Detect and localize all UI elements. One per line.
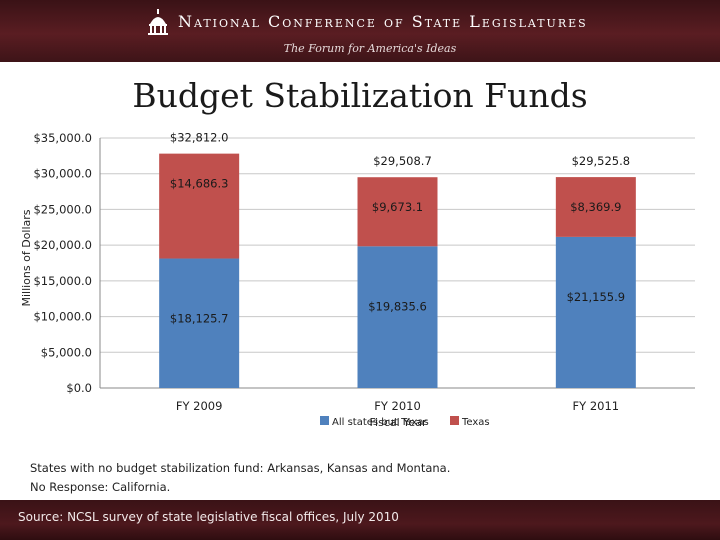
x-axis-label: Fiscal Year (370, 416, 427, 429)
y-tick-label: $30,000.0 (33, 167, 92, 181)
y-tick-label: $20,000.0 (33, 238, 92, 252)
data-label: $9,673.1 (372, 200, 423, 214)
data-label: $21,155.9 (567, 290, 626, 304)
footer-bar: Source: NCSL survey of state legislative… (0, 500, 720, 540)
y-tick-label: $15,000.0 (33, 274, 92, 288)
stacked-bar-chart: $0.0 $5,000.0 $10,000.0 $15,000.0 $20,000.0 $… (20, 131, 695, 429)
legend-entry: All states but Texas (332, 417, 429, 428)
total-label: $32,812.0 (170, 131, 229, 145)
bar-segment (159, 258, 240, 388)
y-tick-label: $5,000.0 (41, 345, 92, 359)
x-tick-label: FY 2011 (573, 399, 620, 413)
bar-segment (555, 236, 636, 388)
x-tick-label: FY 2009 (176, 399, 223, 413)
data-label: $14,686.3 (170, 177, 229, 191)
data-label: $19,835.6 (368, 299, 427, 313)
organization-name: National Conference of State Legislature… (178, 12, 588, 31)
y-tick-label: $0.0 (66, 381, 92, 395)
total-label: $29,525.8 (572, 154, 631, 168)
bar-segment (357, 177, 438, 247)
bar-segment (555, 177, 636, 237)
capitol-dome-icon (148, 9, 168, 35)
organization-tagline: The Forum for America's Ideas (283, 42, 457, 55)
chart-title: Budget Stabilization Funds (132, 76, 588, 115)
data-label: $18,125.7 (170, 312, 229, 326)
note-no-fund: States with no budget stabilization fund… (30, 461, 451, 475)
bar-segment (159, 153, 240, 259)
note-no-response: No Response: California. (30, 480, 171, 494)
bar-segment (357, 246, 438, 388)
y-tick-label: $25,000.0 (33, 202, 92, 216)
legend-entry: Texas (461, 417, 490, 428)
legend-swatch (450, 416, 459, 425)
source-text: Source: NCSL survey of state legislative… (18, 510, 399, 524)
total-label: $29,508.7 (373, 154, 432, 168)
data-label: $8,369.9 (570, 200, 621, 214)
header-banner: National Conference of State Legislature… (0, 0, 720, 62)
y-tick-label: $35,000.0 (33, 131, 92, 145)
x-tick-label: FY 2010 (374, 399, 421, 413)
y-tick-label: $10,000.0 (33, 310, 92, 324)
y-axis-label: Millions of Dollars (20, 209, 33, 306)
legend-swatch (320, 416, 329, 425)
